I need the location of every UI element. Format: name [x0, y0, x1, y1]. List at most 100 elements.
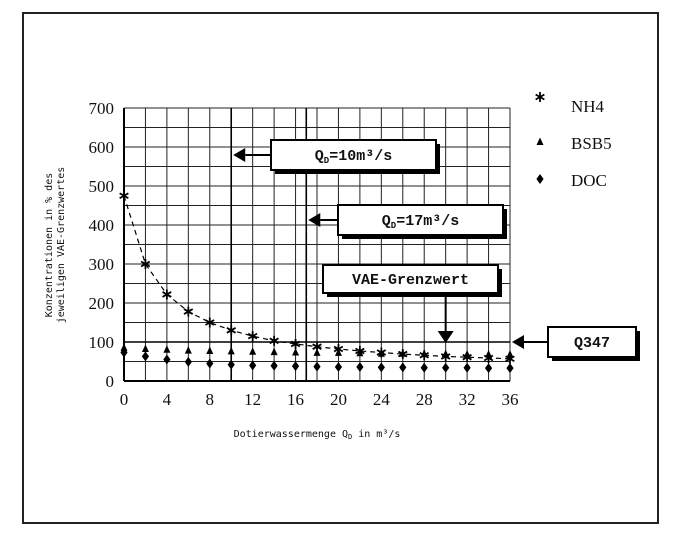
y-axis-label: Konzentrationen in % des jeweiligen VAE-G… — [44, 167, 67, 324]
data-point-bsb5 — [399, 349, 407, 357]
callout-arrow-head — [512, 335, 524, 349]
y-tick-label: 600 — [89, 138, 115, 157]
data-point-bsb5 — [120, 343, 128, 351]
asterisk-stroke — [269, 337, 279, 345]
data-point-bsb5 — [249, 347, 257, 355]
x-axis-label: Dotierwassermenge QD in m³/s — [234, 429, 401, 441]
asterisk-stroke — [312, 343, 322, 350]
x-tick-label: 4 — [163, 390, 172, 409]
data-point-bsb5 — [334, 348, 342, 356]
asterisk-stroke — [140, 260, 151, 268]
data-point-doc — [291, 361, 300, 372]
data-point-bsb5 — [141, 344, 149, 353]
data-point-bsb5 — [227, 346, 235, 355]
data-point-doc — [249, 360, 257, 371]
y-tick-label: 0 — [106, 372, 115, 391]
y-tick-label: 500 — [89, 177, 115, 196]
y-tick-label: 100 — [89, 333, 115, 352]
data-point-doc — [120, 347, 128, 358]
asterisk-stroke — [290, 340, 301, 348]
x-tick-label: 0 — [120, 390, 129, 409]
legend-marker-nh4 — [535, 92, 545, 102]
data-point-bsb5 — [420, 349, 428, 358]
data-point-bsb5 — [292, 348, 300, 356]
data-point-nh4 — [290, 338, 301, 349]
data-point-doc — [334, 361, 343, 372]
series-doc — [120, 347, 514, 374]
data-point-nh4 — [269, 335, 279, 346]
data-point-doc — [141, 351, 150, 362]
data-point-doc — [163, 354, 171, 365]
callout-text: VAE-Grenzwert — [352, 272, 469, 289]
legend-marker-bsb5 — [536, 137, 544, 145]
y-tick-label: 700 — [89, 99, 115, 118]
asterisk-stroke — [204, 319, 215, 326]
series-bsb5 — [120, 343, 514, 358]
data-point-nh4 — [183, 306, 194, 317]
data-point-doc — [442, 362, 450, 373]
asterisk-stroke — [535, 93, 545, 101]
data-point-doc — [420, 362, 428, 373]
data-point-doc — [227, 359, 235, 370]
x-tick-label: 36 — [502, 390, 519, 409]
data-point-doc — [206, 358, 214, 369]
callout-arrow-head — [308, 213, 321, 227]
x-tick-label: 32 — [459, 390, 476, 409]
callout-text: QD=17m³/s — [382, 213, 459, 231]
data-point-doc — [506, 363, 514, 374]
legend: NH4 BSB5 DOC — [535, 92, 612, 190]
legend-label-bsb5: BSB5 — [571, 134, 612, 153]
data-point-doc — [313, 361, 321, 372]
data-point-doc — [184, 356, 192, 367]
callout-text: QD=10m³/s — [315, 148, 392, 166]
annotation-vae-grenzwert: VAE-Grenzwert — [322, 264, 502, 343]
x-tick-label: 28 — [416, 390, 433, 409]
annotation-qd17: QD=17m³/s — [308, 204, 507, 239]
y-tick-label: 300 — [89, 255, 115, 274]
chart-frame — [22, 12, 659, 524]
y-axis-label-line2: jeweiligen VAE-Grenzwertes — [56, 167, 67, 324]
asterisk-stroke — [162, 291, 172, 298]
data-point-nh4 — [247, 331, 258, 342]
data-point-nh4 — [226, 325, 237, 336]
data-point-bsb5 — [506, 349, 514, 358]
callout-text: Q347 — [574, 335, 610, 352]
callout-box — [270, 139, 437, 171]
data-point-bsb5 — [485, 349, 493, 358]
legend-marker-doc — [536, 174, 544, 184]
data-point-bsb5 — [442, 349, 450, 358]
asterisk-stroke — [183, 308, 194, 315]
data-point-nh4 — [119, 190, 129, 201]
data-point-doc — [484, 363, 493, 374]
x-tick-label: 24 — [373, 390, 391, 409]
data-point-bsb5 — [184, 346, 192, 354]
data-point-nh4 — [204, 317, 215, 328]
legend-label-doc: DOC — [571, 171, 607, 190]
asterisk-stroke — [226, 327, 237, 334]
y-tick-label: 400 — [89, 216, 115, 235]
x-tick-label: 8 — [206, 390, 215, 409]
x-tick-label: 12 — [244, 390, 261, 409]
callout-arrow-head — [437, 331, 454, 343]
asterisk-stroke — [119, 192, 129, 200]
data-point-nh4 — [162, 289, 172, 300]
y-axis-label-line1: Konzentrationen in % des — [44, 173, 55, 318]
data-point-nh4 — [140, 259, 151, 269]
callout-arrow-head — [233, 148, 246, 162]
legend-label-nh4: NH4 — [571, 97, 605, 116]
annotation-qd10: QD=10m³/s — [233, 139, 440, 174]
data-point-doc — [270, 360, 278, 371]
data-point-bsb5 — [463, 349, 471, 358]
data-point-bsb5 — [377, 349, 385, 357]
data-point-doc — [377, 362, 385, 373]
y-tick-label: 200 — [89, 294, 115, 313]
x-tick-label: 20 — [330, 390, 347, 409]
annotation-q347: Q347 — [512, 326, 640, 361]
callout-box — [322, 264, 499, 294]
data-point-bsb5 — [313, 348, 321, 356]
data-point-bsb5 — [163, 345, 171, 353]
data-point-doc — [356, 361, 364, 372]
data-point-doc — [463, 362, 471, 373]
data-point-bsb5 — [206, 346, 214, 354]
